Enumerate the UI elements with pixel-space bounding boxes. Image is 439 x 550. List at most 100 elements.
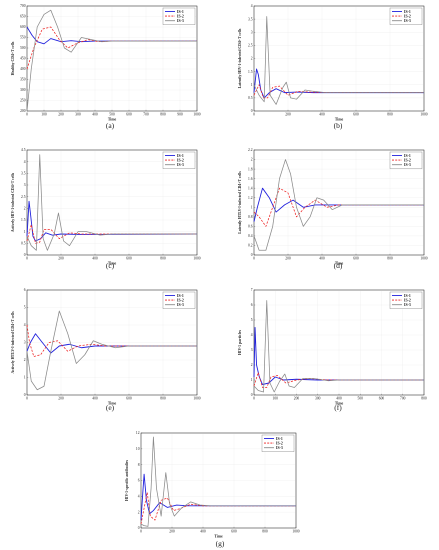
series-line-is-3 [253, 159, 424, 251]
panel-label: (e) [106, 403, 115, 412]
x-tick-label: 800 [262, 530, 268, 534]
x-tick-label: 600 [126, 257, 132, 261]
y-tick-label: 1.8 [248, 167, 253, 171]
x-axis-title: Time [108, 402, 117, 406]
y-tick-label: 4 [251, 333, 253, 337]
y-tick-label: 250 [20, 99, 26, 103]
series-line-is-3 [253, 16, 424, 105]
y-tick-label: 1 [251, 83, 253, 87]
panel-label: (f) [334, 403, 342, 412]
panel-label: (a) [106, 121, 115, 130]
series-line-is-2 [26, 224, 197, 244]
y-tick-label: 700 [20, 4, 26, 8]
y-tick-label: 1 [24, 230, 26, 234]
panel-label: (b) [334, 121, 343, 130]
y-axis-title: Actively HIV-1-infected CD4+T cells [11, 172, 15, 232]
y-tick-label: 3 [251, 30, 253, 34]
x-tick-label: 0 [26, 257, 28, 261]
y-tick-label: 5 [24, 306, 26, 310]
y-tick-label: 600 [20, 25, 26, 29]
plot-border [253, 5, 425, 112]
legend-label: IS-2 [177, 298, 184, 302]
plot-border [26, 5, 198, 112]
legend-label: IS-3 [404, 303, 411, 307]
y-tick-label: 10 [136, 447, 140, 451]
y-tick-label: 2.2 [248, 148, 253, 152]
plot-border [26, 289, 198, 396]
x-tick-label: 200 [58, 257, 64, 261]
y-tick-label: 1.2 [248, 196, 253, 200]
chart-panel-a: 0 100 200 300 400 500 600 700 800 900 1000 200 250 30… [11, 4, 201, 130]
y-tick-label: 0.2 [248, 244, 253, 248]
plot-border [253, 289, 425, 396]
legend-label: IS-1 [177, 154, 184, 158]
x-tick-label: 400 [319, 113, 325, 117]
y-tick-label: 0.8 [248, 215, 253, 219]
y-axis-title: Healthy CD4+T cells [11, 41, 15, 75]
y-axis-title: HIV-1 particles [238, 330, 242, 355]
x-tick-label: 300 [75, 113, 81, 117]
x-tick-label: 900 [177, 113, 183, 117]
y-tick-label: 6 [24, 288, 26, 292]
legend-label: IS-3 [404, 163, 411, 167]
panel-label: (g) [216, 539, 225, 548]
y-tick-label: 3 [24, 183, 26, 187]
chart-panel-e: 0 200 400 600 800 1000 0 1 2 3 4 5 6 IS-1IS-2IS-3 Time… [11, 288, 201, 412]
legend-label: IS-2 [404, 298, 411, 302]
x-tick-label: 0 [253, 397, 255, 401]
legend-label: IS-1 [177, 10, 184, 14]
y-tick-label: 2.5 [248, 44, 253, 48]
y-tick-label: 0 [251, 109, 253, 113]
series-line-is-2 [26, 324, 197, 357]
legend-label: IS-3 [177, 163, 184, 167]
x-axis-title: Time [335, 262, 344, 266]
legend-label: IS-1 [404, 10, 411, 14]
chart-panel-d: 0 200 400 600 800 1000 0 0.2 0.4 0.6 0.8 1 1.2 1.4 1.6… [238, 148, 428, 270]
x-tick-label: 200 [58, 397, 64, 401]
x-tick-label: 0 [140, 530, 142, 534]
y-tick-label: 2 [24, 358, 26, 362]
x-tick-label: 600 [126, 113, 132, 117]
y-tick-label: 0.5 [21, 242, 26, 246]
y-tick-label: 3.5 [21, 172, 26, 176]
y-tick-label: 4 [24, 323, 26, 327]
x-tick-label: 1000 [292, 530, 299, 534]
x-tick-label: 300 [315, 397, 321, 401]
y-tick-label: 0 [24, 253, 26, 257]
x-tick-label: 400 [92, 397, 98, 401]
y-axis-title: HIV-1-specific antibodies [125, 460, 129, 501]
y-axis-title: Actively HTLV-I-infected CD4+T cells [11, 311, 15, 374]
y-tick-label: 2 [24, 207, 26, 211]
chart-panel-c: 0 200 400 600 800 1000 0 0.5 1 1.5 2 2.5 3 3.5 4 4.5 IS-… [11, 148, 201, 270]
y-tick-label: 1.5 [21, 218, 26, 222]
legend-label: IS-3 [177, 19, 184, 23]
x-tick-label: 500 [358, 397, 364, 401]
x-axis-title: Time [335, 402, 344, 406]
y-tick-label: 0 [251, 253, 253, 257]
x-tick-label: 800 [387, 257, 393, 261]
x-tick-label: 600 [126, 397, 132, 401]
y-tick-label: 500 [20, 46, 26, 50]
series-line-is-3 [26, 154, 197, 251]
y-tick-label: 7 [251, 288, 253, 292]
legend-label: IS-2 [177, 14, 184, 18]
legend-label: IS-2 [177, 158, 184, 162]
y-tick-label: 0 [138, 526, 140, 530]
y-tick-label: 1 [251, 378, 253, 382]
series-line-is-1 [253, 68, 424, 99]
plot-border [140, 432, 297, 529]
y-tick-label: 450 [20, 57, 26, 61]
legend-label: IS-1 [276, 437, 283, 441]
x-tick-label: 0 [26, 113, 28, 117]
chart-panel-f: 0 100 200 300 400 500 600 700 80001234567IS-1IS-… [238, 288, 427, 412]
legend-label: IS-1 [404, 154, 411, 158]
x-tick-label: 800 [160, 113, 166, 117]
x-axis-title: Time [214, 535, 223, 539]
y-axis-title: Latently HTLV-I-infected CD4+T cells [238, 171, 242, 234]
y-tick-label: 6 [251, 303, 253, 307]
y-tick-label: 1.5 [248, 70, 253, 74]
legend-label: IS-2 [276, 441, 283, 445]
legend-label: IS-2 [404, 14, 411, 18]
y-tick-label: 2 [251, 57, 253, 61]
